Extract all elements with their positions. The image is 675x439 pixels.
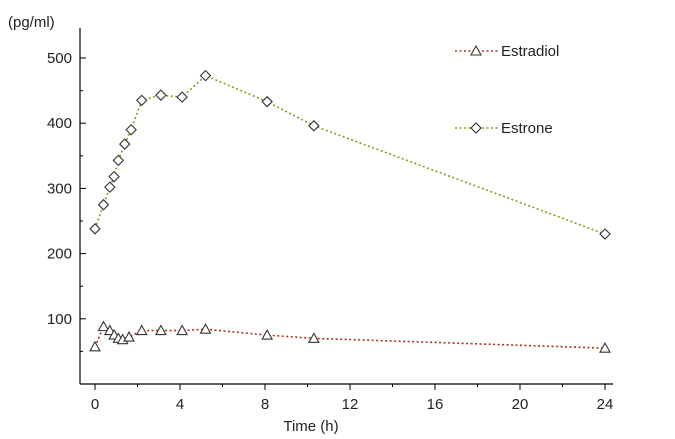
data-point-estradiol: [154, 324, 167, 336]
x-tick-label: 24: [597, 396, 614, 413]
data-point-estrone: [599, 228, 611, 240]
series-estrone: [89, 69, 611, 240]
x-axis-title: Time (h): [283, 418, 338, 435]
series-layer: [89, 69, 611, 353]
data-point-estradiol: [599, 342, 611, 353]
y-tick-label: 100: [47, 311, 72, 328]
series-line-estrone: [94, 74, 606, 235]
data-point-estrone: [112, 154, 125, 167]
data-point-estradiol: [176, 324, 189, 336]
data-point-estrone: [155, 89, 167, 101]
legend: Estradiol Estrone: [455, 43, 559, 137]
data-point-estrone: [125, 123, 137, 136]
data-point-estrone: [97, 198, 110, 211]
data-point-estrone: [135, 94, 148, 107]
data-point-estrone: [308, 120, 320, 132]
y-tick-label: 500: [47, 50, 72, 67]
data-point-estradiol: [123, 330, 135, 342]
x-tick-label: 12: [342, 396, 359, 413]
x-tick-label: 8: [261, 396, 269, 413]
y-tick-label: 300: [47, 180, 72, 197]
data-point-estrone: [89, 223, 101, 235]
axes: 100 200 300 400 500 0 4 8 12 16 20 24: [47, 28, 613, 413]
x-tick-label: 4: [176, 396, 184, 413]
x-tick-label: 0: [91, 396, 99, 413]
series-estradiol: [89, 320, 611, 353]
data-point-estrone: [261, 95, 273, 108]
data-point-estrone: [176, 91, 188, 103]
legend-marker-estrone: [470, 122, 482, 134]
data-point-estrone: [104, 181, 116, 193]
y-tick-label: 400: [47, 115, 72, 132]
legend-label-estradiol: Estradiol: [501, 43, 559, 60]
data-point-estradiol: [89, 340, 101, 352]
data-point-estrone: [199, 69, 212, 82]
legend-label-estrone: Estrone: [501, 120, 553, 137]
legend-item-estrone: Estrone: [455, 120, 553, 137]
data-point-estradiol: [307, 332, 320, 343]
data-point-estradiol: [199, 323, 212, 334]
data-point-estrone: [108, 170, 120, 183]
x-tick-label: 16: [427, 396, 444, 413]
series-line-estradiol: [94, 325, 606, 349]
x-tick-label: 20: [512, 396, 529, 413]
legend-item-estradiol: Estradiol: [455, 43, 559, 60]
data-point-estradiol: [135, 324, 148, 336]
data-point-estradiol: [261, 328, 274, 340]
y-axis-title: (pg/ml): [8, 14, 55, 31]
legend-marker-estradiol: [470, 44, 482, 56]
data-point-estrone: [118, 138, 131, 150]
data-point-estradiol: [97, 320, 110, 332]
y-tick-label: 200: [47, 246, 72, 263]
